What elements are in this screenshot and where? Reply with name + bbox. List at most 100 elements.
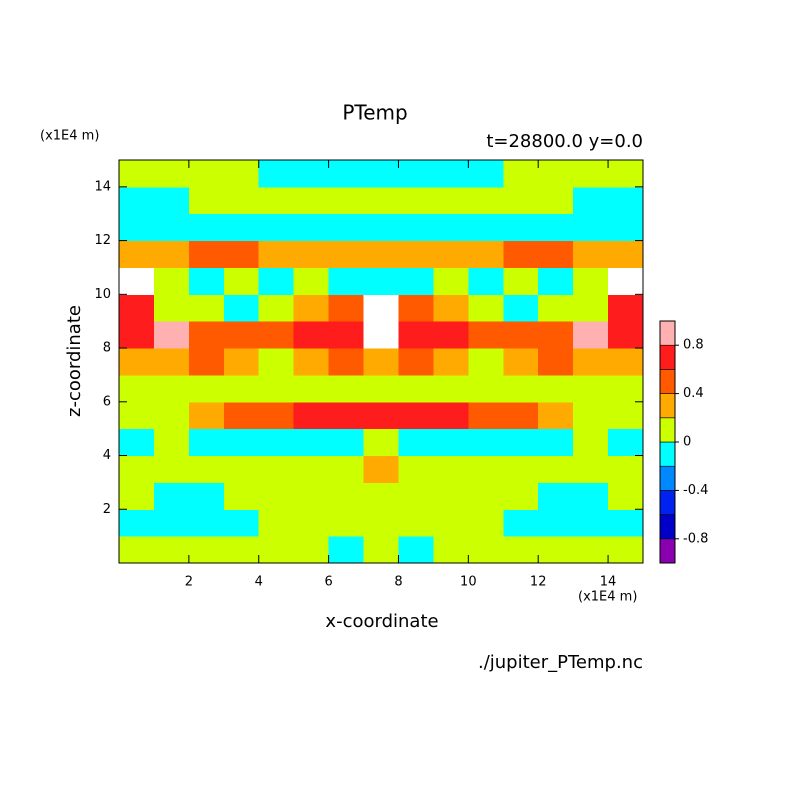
contour-cell [608, 482, 644, 510]
contour-cell [258, 267, 295, 295]
contour-cell [258, 482, 295, 510]
contour-cell [398, 374, 434, 403]
y-tick-label: 10 [94, 287, 111, 302]
contour-cell [468, 267, 504, 295]
contour-cell [363, 482, 399, 510]
contour-cell [398, 186, 434, 215]
contour-cell [608, 160, 644, 188]
contour-cell [538, 294, 574, 322]
contour-cell [188, 428, 225, 457]
contour-cell [328, 240, 365, 268]
contour-cell [573, 401, 609, 430]
contour-cell [258, 428, 295, 457]
x-tick-label: 4 [255, 575, 263, 590]
contour-cell [223, 482, 260, 510]
contour-cell [573, 482, 609, 510]
contour-cell [538, 509, 574, 537]
contour-cell [503, 374, 539, 403]
contour-cell [188, 374, 225, 403]
contour-cell [293, 455, 330, 483]
contour-cell [608, 294, 644, 322]
contour-cell [363, 321, 399, 349]
contour-cell [468, 509, 504, 537]
contour-cell [293, 536, 330, 564]
contour-cell [293, 267, 330, 295]
contour-cell [328, 294, 365, 322]
colorbar-tick-label: -0.4 [683, 483, 708, 498]
contour-cell [153, 482, 190, 510]
contour-cell [398, 482, 434, 510]
contour-cell [293, 294, 330, 322]
contour-cell [468, 482, 504, 510]
contour-cell [573, 321, 609, 349]
colorbar-swatch [659, 538, 676, 564]
contour-cell [223, 455, 260, 483]
colorbar-swatch [659, 417, 676, 443]
contour-cell [608, 267, 644, 295]
contour-cell [258, 160, 295, 188]
contour-cell [398, 213, 434, 242]
contour-cell [468, 455, 504, 483]
contour-cell [538, 240, 574, 268]
contour-cell [608, 428, 644, 457]
contour-cell [293, 160, 330, 188]
contour-cell [223, 160, 260, 188]
contour-cell [223, 321, 260, 349]
x-axis-label: x-coordinate [325, 611, 438, 632]
contour-cell [328, 213, 365, 242]
contour-cell [468, 374, 504, 403]
contour-cell [188, 536, 225, 564]
contour-cell [223, 294, 260, 322]
x-tick-label: 2 [185, 575, 193, 590]
contour-cell [503, 186, 539, 215]
contour-cell [153, 455, 190, 483]
contour-cell [153, 348, 190, 376]
contour-cell [153, 509, 190, 537]
contour-cell [188, 509, 225, 537]
contour-cell [223, 186, 260, 215]
contour-cell [188, 186, 225, 215]
contour-cell [608, 401, 644, 430]
contour-cell [538, 267, 574, 295]
contour-cell [503, 482, 539, 510]
contour-cell [538, 321, 574, 349]
plot-frame [118, 159, 644, 564]
y-axis-label: z-coordinate [64, 305, 85, 417]
contour-cell [538, 348, 574, 376]
contour-cell [153, 536, 190, 564]
contour-cell [503, 348, 539, 376]
contour-cell [468, 401, 504, 430]
contour-cell [223, 213, 260, 242]
colorbar-swatch [659, 465, 676, 491]
contour-cell [433, 374, 469, 403]
contour-cell [153, 160, 190, 188]
contour-cell [468, 294, 504, 322]
y-tick-label: 4 [103, 448, 111, 463]
contour-cell [573, 428, 609, 457]
contour-cell [153, 186, 190, 215]
contour-cell [433, 536, 469, 564]
contour-cell [363, 213, 399, 242]
contour-cell [119, 240, 155, 268]
contour-cell [433, 267, 469, 295]
contour-cell [363, 240, 399, 268]
contour-cell [468, 536, 504, 564]
chart-title: PTemp [342, 101, 407, 125]
y-tick-label: 6 [103, 394, 111, 409]
contour-cell [258, 186, 295, 215]
contour-cell [293, 482, 330, 510]
contour-cell [573, 374, 609, 403]
contour-cell [503, 536, 539, 564]
contour-cell [363, 186, 399, 215]
contour-cell [293, 321, 330, 349]
contour-cell [328, 482, 365, 510]
contour-cell [328, 509, 365, 537]
contour-cell [608, 348, 644, 376]
contour-cell [398, 267, 434, 295]
contour-cell [188, 213, 225, 242]
contour-cell [433, 321, 469, 349]
contour-cell [503, 455, 539, 483]
contour-cell [258, 455, 295, 483]
contour-cell [538, 401, 574, 430]
